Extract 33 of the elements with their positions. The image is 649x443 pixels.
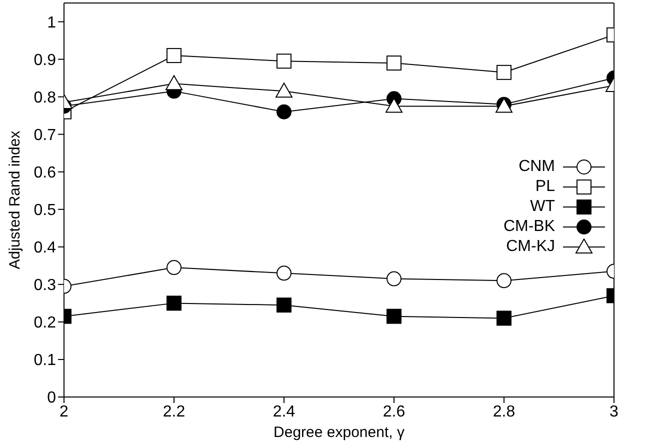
legend-label: CNM <box>518 158 555 176</box>
y-tick-label: 0.9 <box>34 52 56 69</box>
point <box>386 98 402 113</box>
x-tick-label: 2.6 <box>382 403 406 420</box>
x-tick-label: 2.4 <box>272 403 296 420</box>
point <box>276 54 292 69</box>
y-tick-label: 0.5 <box>34 202 56 220</box>
y-tick-label: 0.2 <box>34 314 56 332</box>
y-tick-label: 0 <box>47 390 56 407</box>
y-tick-label: 0.3 <box>34 277 56 294</box>
legend-label: CM-BK <box>503 218 555 236</box>
legend-label: PL <box>535 178 555 196</box>
point <box>386 271 402 286</box>
point <box>276 104 292 120</box>
y-tick-label: 0.7 <box>34 127 56 144</box>
x-tick-label: 2.8 <box>492 403 516 420</box>
y-axis-title: Adjusted Rand index <box>6 130 24 270</box>
point <box>276 298 292 313</box>
x-tick-label: 3 <box>610 403 619 420</box>
x-axis-title: Degree exponent, γ <box>274 424 405 441</box>
legend-label: WT <box>530 198 555 216</box>
x-tick-label: 2 <box>60 403 69 420</box>
y-tick-label: 1 <box>47 14 56 32</box>
x-tick-label: 2.2 <box>162 403 186 420</box>
y-tick-label: 0.4 <box>34 240 56 257</box>
legend-label: CM-KJ <box>506 238 555 256</box>
y-tick-label: 0.6 <box>34 164 56 182</box>
point <box>276 82 292 98</box>
point <box>386 308 402 324</box>
point <box>386 56 402 71</box>
y-tick-label: 0.1 <box>34 352 56 370</box>
point <box>276 266 292 281</box>
y-tick-label: 0.8 <box>34 89 56 106</box>
